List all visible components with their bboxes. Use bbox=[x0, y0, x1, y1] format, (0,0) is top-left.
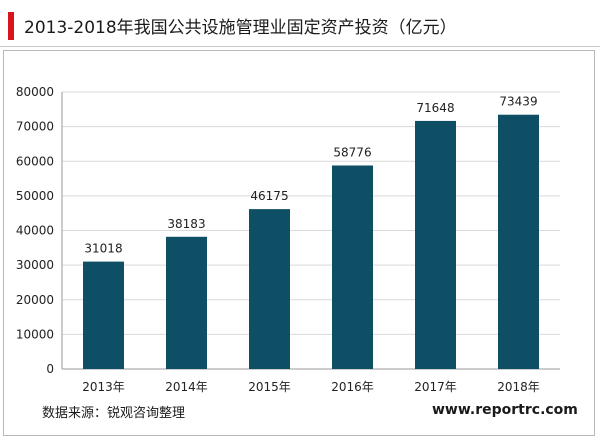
y-tick-label: 10000 bbox=[16, 327, 54, 341]
y-tick-label: 0 bbox=[46, 362, 54, 376]
x-tick-label: 2016年 bbox=[331, 380, 374, 394]
y-tick-label: 40000 bbox=[16, 224, 54, 238]
data-label: 58776 bbox=[333, 145, 371, 159]
chart-title: 2013-2018年我国公共设施管理业固定资产投资（亿元） bbox=[24, 18, 457, 38]
y-tick-label: 30000 bbox=[16, 258, 54, 272]
data-label: 73439 bbox=[499, 95, 537, 109]
x-tick-label: 2017年 bbox=[414, 380, 457, 394]
title-accent-mark bbox=[8, 12, 14, 40]
bar bbox=[166, 236, 207, 369]
data-label: 38183 bbox=[167, 217, 205, 231]
data-label: 46175 bbox=[250, 189, 288, 203]
x-tick-label: 2018年 bbox=[497, 380, 540, 394]
x-tick-label: 2014年 bbox=[165, 380, 208, 394]
chart-frame bbox=[3, 50, 595, 436]
website-link[interactable]: www.reportrc.com bbox=[432, 402, 578, 418]
x-tick-label: 2013年 bbox=[82, 380, 125, 394]
bar bbox=[332, 165, 373, 369]
bar bbox=[498, 114, 539, 369]
y-tick-label: 50000 bbox=[16, 189, 54, 203]
data-label: 71648 bbox=[416, 101, 454, 115]
data-label: 31018 bbox=[84, 242, 122, 256]
y-tick-label: 70000 bbox=[16, 120, 54, 134]
y-tick-label: 20000 bbox=[16, 293, 54, 307]
y-tick-label: 80000 bbox=[16, 85, 54, 99]
title-bar: 2013-2018年我国公共设施管理业固定资产投资（亿元） bbox=[0, 0, 600, 47]
bar bbox=[83, 261, 124, 369]
y-tick-label: 60000 bbox=[16, 154, 54, 168]
bar bbox=[415, 120, 456, 370]
bar bbox=[249, 209, 290, 369]
x-tick-label: 2015年 bbox=[248, 380, 291, 394]
data-source: 数据来源：锐观咨询整理 bbox=[42, 406, 186, 421]
